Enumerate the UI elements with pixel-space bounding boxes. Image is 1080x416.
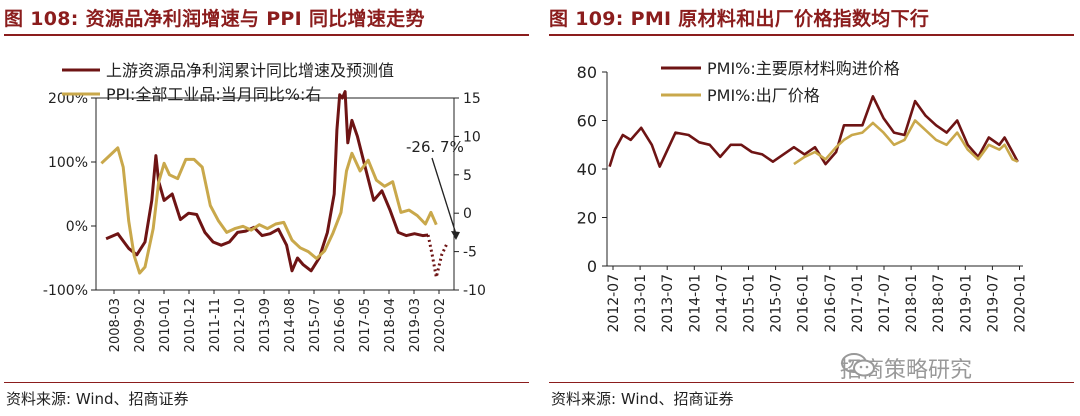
x-tick-label: 2013-01 <box>633 274 649 333</box>
left-chart-title: 图 108: 资源品净利润增速与 PPI 同比增速走势 <box>4 8 425 30</box>
left-source-rule <box>4 382 529 383</box>
y-tick-label: 0 <box>587 257 597 276</box>
series-line-0 <box>105 90 429 273</box>
x-tick-label: 2018-01 <box>904 274 920 333</box>
y-tick-label: 80 <box>577 63 597 82</box>
x-tick-label: 2020-02 <box>433 298 448 352</box>
y-left-tick-label: 0% <box>66 219 88 235</box>
y-tick-label: 40 <box>577 160 597 179</box>
x-tick-label: 2019-03 <box>408 298 423 352</box>
x-tick-label: 2016-01 <box>796 274 812 333</box>
x-tick-label: 2018-07 <box>931 274 947 333</box>
series-line-0 <box>608 95 1019 168</box>
x-tick-label: 2014-07 <box>714 274 730 333</box>
legend-label-ppi: PPI:全部工业品:当月同比%:右 <box>106 85 321 104</box>
right-chart-title: 图 109: PMI 原材料和出厂价格指数均下行 <box>549 8 930 30</box>
x-tick-label: 2016-07 <box>823 274 839 333</box>
x-tick-label: 2016-06 <box>333 298 348 352</box>
x-tick-label: 2012-07 <box>606 274 622 333</box>
x-tick-label: 2017-05 <box>358 298 373 352</box>
x-tick-label: 2014-08 <box>283 298 298 352</box>
y-left-tick-label: -100% <box>43 283 88 299</box>
wechat-icon <box>841 353 875 377</box>
x-tick-label: 2010-01 <box>158 298 173 352</box>
annotation-text: -26. 7% <box>406 138 464 156</box>
annotation-arrow <box>431 157 457 235</box>
y-right-tick-label: 10 <box>463 129 481 145</box>
x-tick-label: 2015-01 <box>742 274 758 333</box>
x-tick-label: 2019-07 <box>985 274 1001 333</box>
plot-frame <box>95 97 455 291</box>
x-tick-label: 2015-07 <box>769 274 785 333</box>
y-right-tick-label: 5 <box>463 168 472 184</box>
x-tick-label: 2020-01 <box>1013 274 1029 333</box>
watermark: 招商策略研究 <box>840 352 972 384</box>
right-title-rule <box>549 34 1074 36</box>
y-right-tick-label: -5 <box>463 245 477 261</box>
right-panel: 图 109: PMI 原材料和出厂价格指数均下行 0 20 40 60 80 2012-0… <box>549 0 1079 416</box>
y-right-tick-label: -10 <box>463 283 486 299</box>
x-tick-label: 2012-10 <box>233 298 248 352</box>
x-tick-label: 2008-03 <box>108 298 123 352</box>
series-line-1 <box>426 234 449 279</box>
x-tick-label: 2011-11 <box>208 298 223 352</box>
x-tick-label: 2019-01 <box>958 274 974 333</box>
series-line-2 <box>100 146 438 275</box>
right-source-note: 资料来源: Wind、招商证券 <box>551 390 734 408</box>
left-panel: 图 108: 资源品净利润增速与 PPI 同比增速走势 -100% 0% 100% 2… <box>4 0 534 416</box>
x-tick-label: 2013-09 <box>258 298 273 352</box>
legend-label-input: PMI%:主要原材料购进价格 <box>707 59 900 78</box>
x-tick-label: 2017-07 <box>877 274 893 333</box>
x-tick-label: 2018-04 <box>383 298 398 352</box>
x-tick-label: 2015-07 <box>308 298 323 352</box>
right-source-rule <box>549 382 1074 383</box>
left-source-note: 资料来源: Wind、招商证券 <box>6 390 189 408</box>
y-left-tick-label: 100% <box>48 155 88 171</box>
right-chart: 0 20 40 60 80 2012-07 2013-01 2013-07 2014-01 201… <box>577 59 1029 333</box>
legend-label-profit: 上游资源品净利润累计同比增速及预测值 <box>106 61 394 80</box>
y-right-tick-label: 0 <box>463 206 472 222</box>
x-tick-label: 2010-12 <box>183 298 198 352</box>
legend-label-output: PMI%:出厂价格 <box>707 86 820 105</box>
y-right-tick-label: 15 <box>463 91 481 107</box>
series-line-1 <box>793 119 1019 166</box>
left-title-rule <box>4 34 529 36</box>
x-tick-label: 2014-01 <box>687 274 703 333</box>
x-tick-label: 2017-01 <box>850 274 866 333</box>
y-tick-label: 20 <box>577 209 597 228</box>
y-tick-label: 60 <box>577 112 597 131</box>
x-tick-label: 2009-02 <box>133 298 148 352</box>
annotation-arrowhead <box>451 231 460 240</box>
x-tick-label: 2013-07 <box>660 274 676 333</box>
